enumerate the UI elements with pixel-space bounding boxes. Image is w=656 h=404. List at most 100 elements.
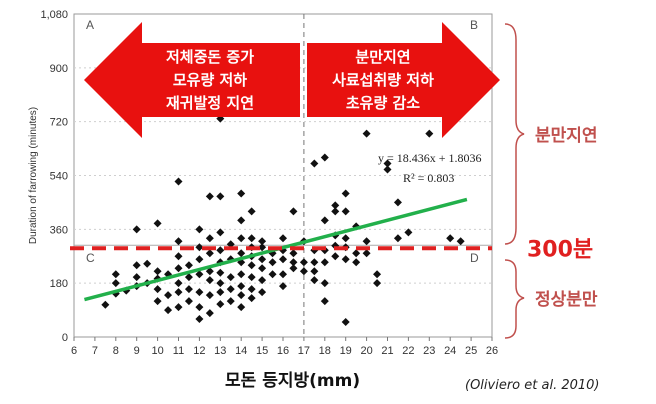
data-point <box>247 261 256 270</box>
data-point <box>174 252 183 261</box>
x-tick-label: 15 <box>256 345 268 357</box>
data-point <box>352 249 361 258</box>
data-point <box>205 276 214 285</box>
data-point <box>383 165 392 174</box>
y-tick-label: 720 <box>50 117 68 129</box>
threshold-label: 300분 <box>527 237 593 262</box>
quadrant-label: D <box>470 251 479 265</box>
x-tick-label: 17 <box>298 345 310 357</box>
data-point <box>205 192 214 201</box>
data-point <box>289 249 298 258</box>
data-point <box>237 282 246 291</box>
data-point <box>184 261 193 270</box>
data-point <box>373 270 382 279</box>
x-tick-label: 25 <box>465 345 477 357</box>
x-tick-label: 18 <box>319 345 331 357</box>
right-arrow-text: 사료섭취량 저하 <box>332 71 434 89</box>
data-point <box>247 285 256 294</box>
data-point <box>174 303 183 312</box>
data-point <box>310 276 319 285</box>
data-point <box>153 219 162 228</box>
upper-bracket <box>504 23 525 245</box>
data-point <box>310 267 319 276</box>
data-point <box>237 291 246 300</box>
data-point <box>174 237 183 246</box>
data-point <box>205 267 214 276</box>
x-tick-label: 11 <box>173 345 184 357</box>
data-point <box>247 234 256 243</box>
data-point <box>299 258 308 267</box>
data-point <box>174 264 183 273</box>
data-point <box>174 288 183 297</box>
y-tick-label: 180 <box>50 278 68 290</box>
data-point <box>320 279 329 288</box>
x-axis-title: 모돈 등지방(mm) <box>225 371 361 391</box>
data-point <box>132 225 141 234</box>
data-point <box>195 315 204 324</box>
data-point <box>279 270 287 279</box>
data-point <box>164 291 173 300</box>
data-point <box>174 177 183 186</box>
data-point <box>456 237 465 246</box>
quadrant-label: C <box>86 251 95 265</box>
data-point <box>341 255 350 264</box>
right-arrow-text: 초유량 감소 <box>346 94 420 112</box>
data-point <box>362 249 371 258</box>
data-point <box>111 270 120 279</box>
data-point <box>258 237 267 246</box>
data-point <box>205 234 214 243</box>
data-point <box>320 297 329 306</box>
left-arrow-text: 재귀발정 지연 <box>166 94 254 112</box>
data-point <box>341 207 350 216</box>
quadrant-label: A <box>86 18 94 32</box>
y-tick-label: 0 <box>62 332 68 344</box>
data-point <box>247 207 256 216</box>
x-tick-label: 12 <box>193 345 205 357</box>
x-tick-label: 14 <box>235 345 247 357</box>
data-point <box>320 153 329 162</box>
x-tick-label: 20 <box>360 345 372 357</box>
data-point <box>373 279 382 288</box>
x-tick-label: 7 <box>92 345 98 357</box>
data-point <box>310 159 319 168</box>
data-point <box>205 309 214 318</box>
data-point <box>258 264 267 273</box>
data-point <box>258 288 267 297</box>
data-point <box>299 267 308 276</box>
x-tick-label: 23 <box>423 345 435 357</box>
data-point <box>216 268 225 277</box>
data-point <box>143 259 152 268</box>
data-point <box>352 258 361 267</box>
x-tick-label: 13 <box>214 345 226 357</box>
left-block-arrow <box>84 22 300 138</box>
x-tick-label: 10 <box>151 345 163 357</box>
data-point <box>310 258 319 267</box>
data-point <box>237 234 246 243</box>
data-point <box>226 273 235 282</box>
data-point <box>195 255 204 264</box>
data-point <box>184 273 193 282</box>
data-point <box>195 243 204 252</box>
x-tick-label: 8 <box>113 345 119 357</box>
data-point <box>393 234 402 243</box>
data-point <box>289 207 298 216</box>
data-point <box>247 294 256 303</box>
trend-equation: y = 18.436x + 1.8036 <box>378 151 482 165</box>
data-point <box>101 300 110 309</box>
data-point <box>132 273 141 282</box>
left-arrow-text: 저체중돈 증가 <box>166 48 254 66</box>
data-point <box>111 279 120 288</box>
y-tick-label: 540 <box>50 171 68 183</box>
data-point <box>216 228 225 237</box>
x-tick-label: 9 <box>134 345 140 357</box>
x-tick-label: 6 <box>71 345 77 357</box>
data-point <box>184 297 193 306</box>
left-arrow-text: 모유량 저하 <box>173 71 247 89</box>
y-axis-title: Duration of farrowing (minutes) <box>28 107 39 244</box>
data-point <box>247 273 256 282</box>
x-tick-label: 19 <box>340 345 352 357</box>
data-point <box>341 234 350 243</box>
lower-bracket <box>504 259 525 339</box>
data-point <box>320 258 329 267</box>
